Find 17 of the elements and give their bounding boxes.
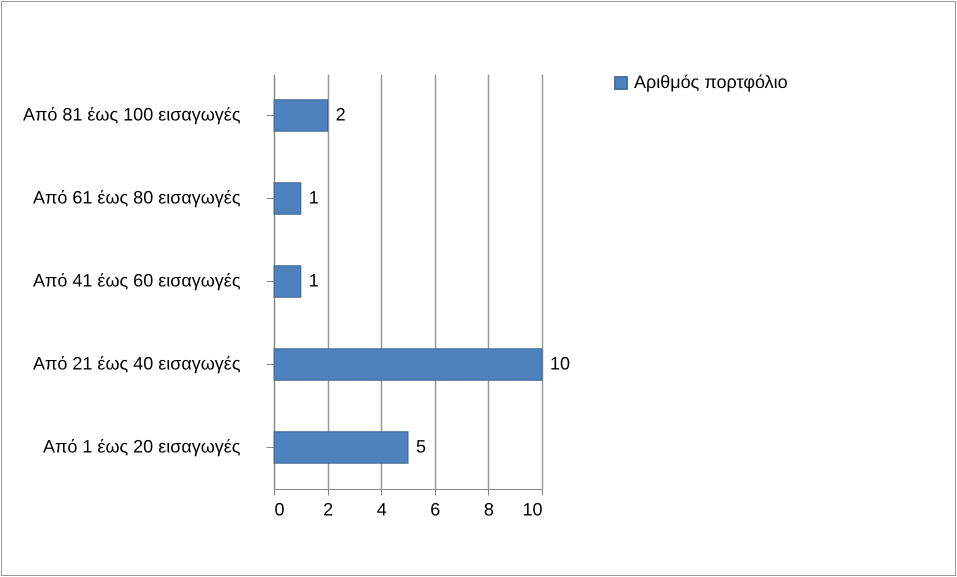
data-label: 10 (550, 354, 570, 374)
data-label: 2 (336, 104, 346, 124)
y-tick-label: Από 1 έως 20 εισαγωγές (42, 436, 241, 456)
x-tick-label: 8 (484, 500, 494, 520)
x-tick-label: 4 (376, 500, 387, 520)
data-label: 1 (308, 188, 319, 208)
x-tick-label: 10 (522, 500, 542, 520)
x-tick-label: 2 (323, 500, 334, 520)
x-tick-label: 0 (274, 500, 285, 520)
data-label: 1 (308, 270, 319, 290)
y-tick-label: Από 81 έως 100 εισαγωγές (22, 104, 241, 124)
y-tick-label: Από 41 έως 60 εισαγωγές (32, 270, 241, 290)
data-label: 5 (416, 436, 426, 456)
y-tick-label: Από 61 έως 80 εισαγωγές (32, 188, 241, 208)
x-tick-label: 6 (430, 500, 440, 520)
y-tick-label: Από 21 έως 40 εισαγωγές (32, 354, 241, 374)
legend-label: Αριθμός πορτφόλιο (634, 72, 788, 92)
